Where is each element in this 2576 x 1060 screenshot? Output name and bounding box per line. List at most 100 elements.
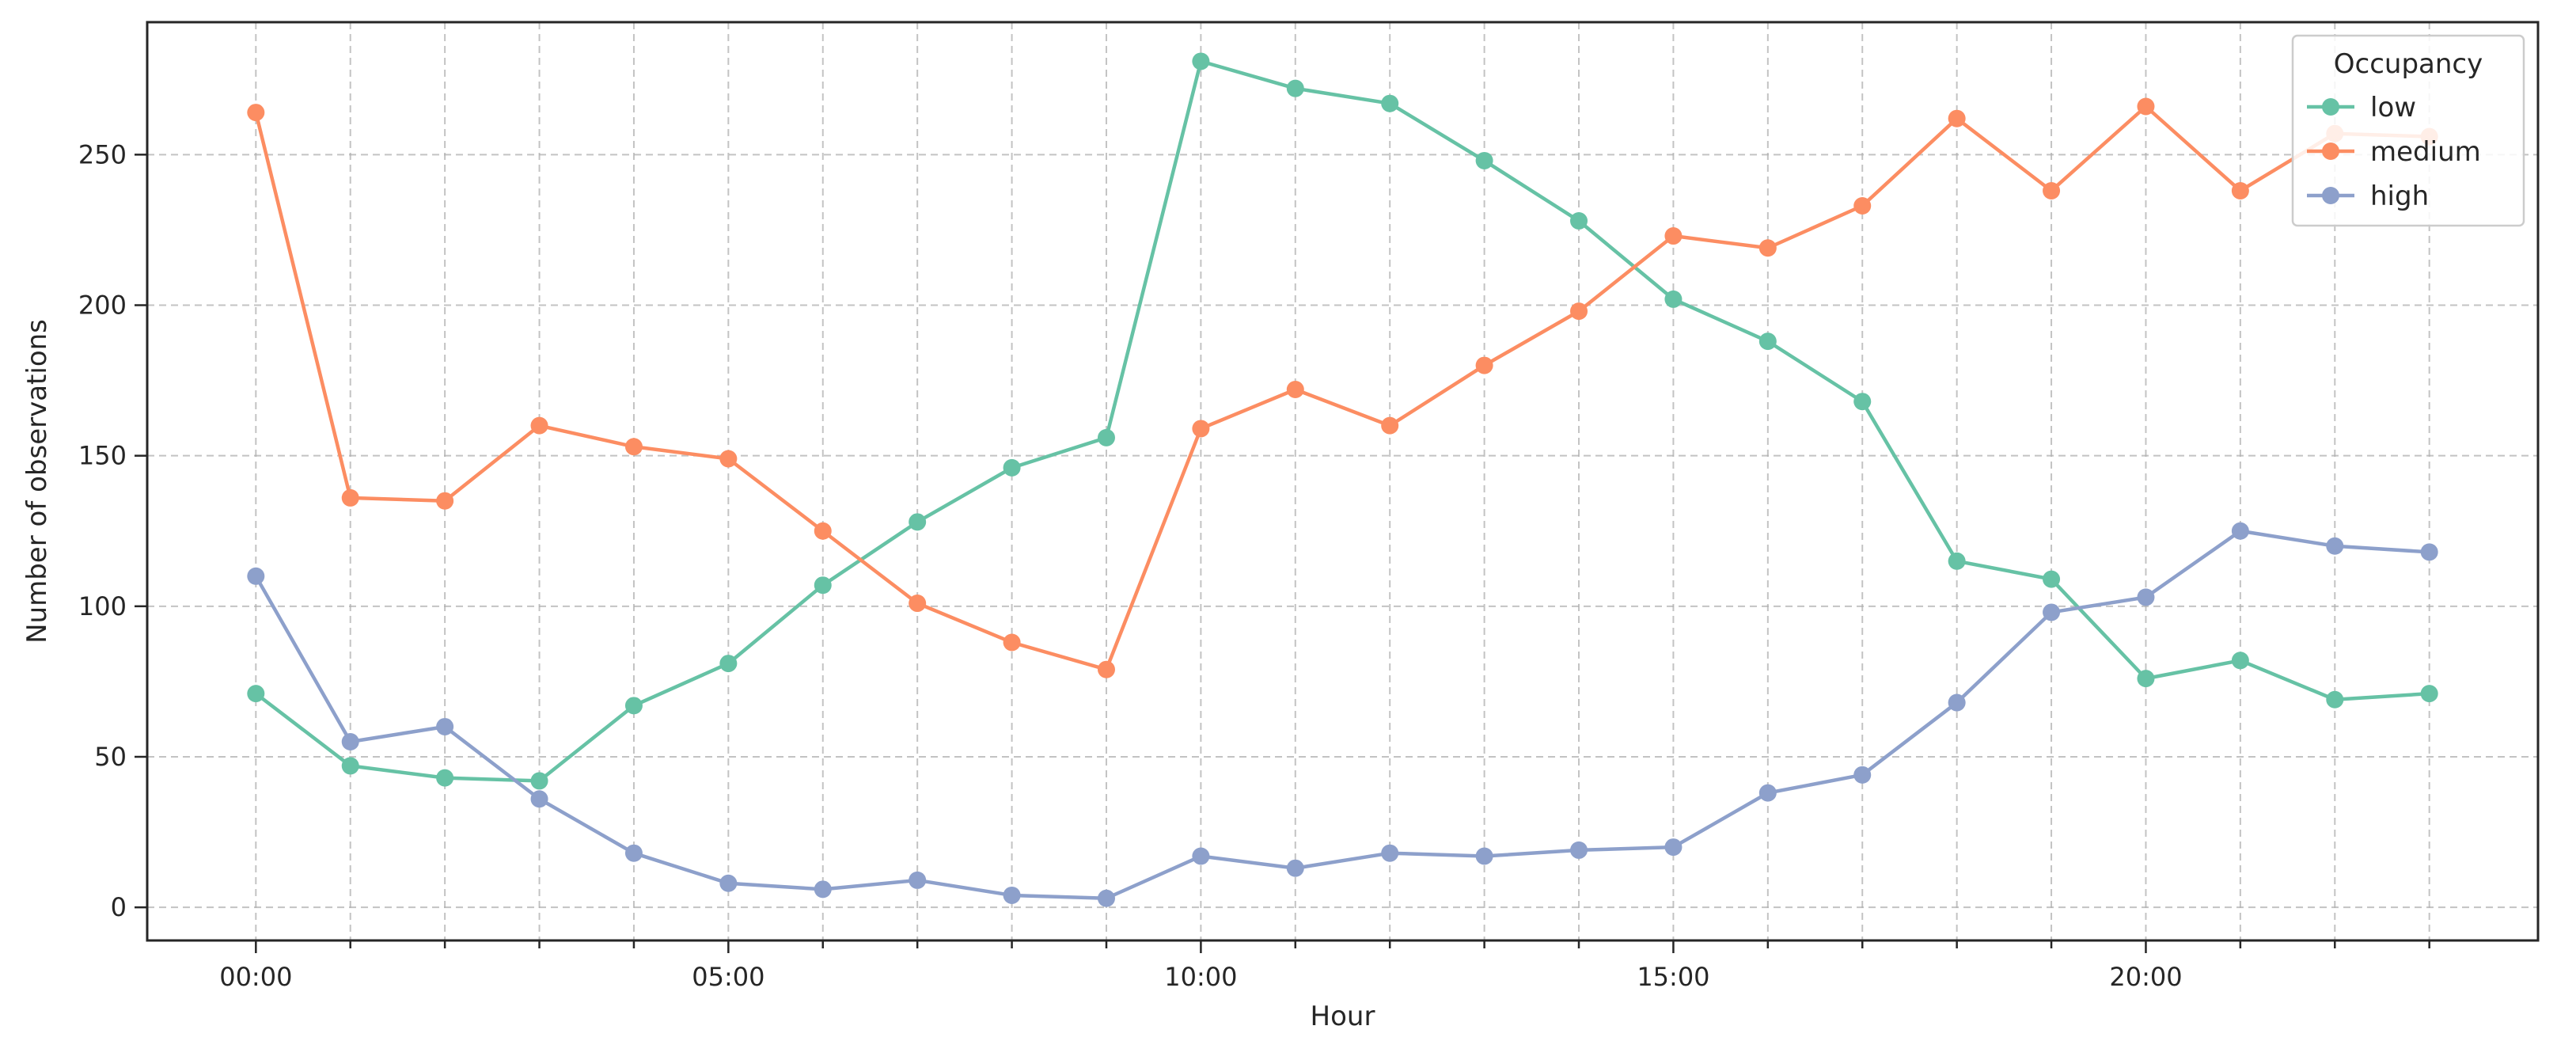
x-tick-label: 20:00	[2109, 962, 2182, 992]
legend-item-low: low	[2307, 92, 2416, 123]
data-point-low	[341, 757, 359, 775]
data-point-high	[530, 790, 548, 808]
y-tick-label: 200	[78, 291, 127, 321]
data-point-high	[1192, 847, 1210, 865]
axis-ticks: 00:00 05:00 10:00 15:00 20:00 0 50 100 150 200 250	[78, 139, 2430, 992]
legend-label: high	[2370, 180, 2429, 212]
data-point-low	[1286, 79, 1304, 97]
data-point-medium	[1758, 239, 1777, 257]
data-point-low	[624, 697, 643, 715]
data-point-high	[341, 732, 359, 750]
data-point-low	[1853, 393, 1872, 411]
data-point-high	[1853, 766, 1872, 784]
data-point-medium	[1948, 109, 1966, 127]
data-point-high	[1664, 838, 1683, 857]
data-point-high	[624, 844, 643, 862]
series-lines	[247, 52, 2438, 907]
legend-item-high: high	[2307, 180, 2429, 212]
data-point-medium	[1286, 381, 1304, 398]
data-point-high	[1475, 847, 1493, 865]
data-point-medium	[341, 488, 359, 507]
data-point-low	[814, 576, 832, 595]
data-point-medium	[909, 595, 927, 613]
data-point-medium	[1570, 302, 1588, 321]
data-point-low	[436, 769, 454, 787]
data-point-high	[2231, 522, 2249, 540]
data-point-high	[1003, 886, 1021, 904]
data-point-high	[1758, 784, 1777, 802]
data-point-medium	[1381, 416, 1399, 435]
legend-items: low medium high	[2307, 92, 2481, 212]
legend-swatch-marker	[2322, 187, 2339, 204]
data-point-low	[2326, 690, 2344, 709]
data-point-low	[1003, 458, 1021, 477]
data-point-low	[1381, 94, 1399, 112]
data-point-low	[719, 655, 738, 673]
data-point-low	[247, 685, 265, 703]
data-point-high	[1948, 693, 1966, 712]
legend-swatch-marker	[2322, 98, 2339, 116]
y-tick-label: 100	[78, 591, 127, 621]
series-line-high	[254, 529, 2430, 901]
data-point-high	[436, 717, 454, 735]
y-tick-label: 250	[78, 139, 127, 169]
x-axis-label: Hour	[1311, 1001, 1375, 1032]
data-point-medium	[2231, 181, 2249, 199]
data-point-high	[1381, 844, 1399, 862]
data-point-low	[1664, 290, 1683, 308]
data-point-high	[814, 880, 832, 899]
data-point-low	[530, 772, 548, 790]
series-line-medium	[254, 104, 2430, 671]
legend-title: Occupancy	[2334, 48, 2483, 80]
data-point-low	[2137, 670, 2155, 688]
y-tick-label: 0	[111, 892, 127, 922]
data-point-medium	[1664, 227, 1683, 245]
data-point-low	[1570, 212, 1588, 230]
data-point-high	[909, 871, 927, 889]
data-point-high	[2043, 603, 2061, 621]
data-point-medium	[1853, 197, 1872, 215]
plot-frame	[146, 21, 2540, 942]
data-point-high	[247, 567, 265, 585]
data-point-medium	[1097, 660, 1115, 678]
data-point-high	[1286, 859, 1304, 877]
series-medium	[247, 97, 2438, 678]
data-point-medium	[814, 522, 832, 540]
data-point-medium	[2137, 97, 2155, 116]
x-tick-label: 10:00	[1164, 962, 1237, 992]
data-point-high	[1097, 889, 1115, 907]
data-point-low	[1097, 428, 1115, 446]
legend-box	[2291, 34, 2525, 227]
grid-lines	[147, 22, 2538, 940]
data-point-medium	[530, 416, 548, 435]
series-low	[247, 52, 2438, 790]
legend-swatch-marker	[2322, 142, 2339, 160]
data-point-medium	[624, 438, 643, 456]
data-point-low	[1475, 151, 1493, 169]
legend: Occupancy low medium high	[2291, 34, 2525, 227]
x-tick-label: 15:00	[1637, 962, 1709, 992]
data-point-medium	[1475, 356, 1493, 374]
x-tick-label: 05:00	[692, 962, 764, 992]
legend-label: medium	[2370, 136, 2481, 168]
data-point-high	[2420, 543, 2438, 561]
y-tick-label: 50	[94, 742, 127, 772]
data-point-low	[909, 513, 927, 531]
data-point-high	[2137, 588, 2155, 606]
data-point-low	[1192, 52, 1210, 70]
data-point-high	[1570, 841, 1588, 859]
data-point-low	[1948, 552, 1966, 570]
legend-label: low	[2370, 92, 2416, 123]
data-point-medium	[719, 450, 738, 468]
series-line-low	[254, 59, 2430, 783]
data-point-low	[2420, 685, 2438, 703]
data-point-high	[2326, 537, 2344, 555]
data-point-medium	[1192, 420, 1210, 438]
x-tick-label: 00:00	[219, 962, 292, 992]
data-point-low	[2231, 652, 2249, 670]
legend-item-medium: medium	[2307, 136, 2481, 168]
y-axis-label: Number of observations	[21, 319, 53, 644]
data-point-medium	[2043, 181, 2061, 199]
